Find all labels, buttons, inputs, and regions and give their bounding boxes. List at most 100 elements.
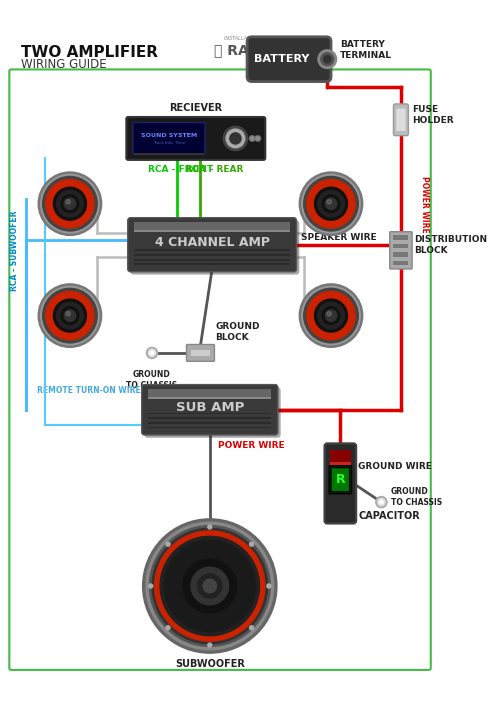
Circle shape [66,200,70,204]
Circle shape [41,286,99,344]
Text: GROUND
BLOCK: GROUND BLOCK [215,321,260,342]
Circle shape [57,191,83,217]
Circle shape [267,584,271,588]
Circle shape [150,351,154,355]
Circle shape [61,195,79,212]
Circle shape [230,133,241,144]
Bar [134,222,290,230]
Circle shape [327,311,331,316]
Circle shape [53,187,86,220]
Circle shape [208,525,212,529]
Circle shape [38,284,102,347]
Bar [148,396,271,399]
Circle shape [149,526,270,647]
Circle shape [322,195,340,212]
Text: BATTERY
TERMINAL: BATTERY TERMINAL [340,40,392,60]
Circle shape [208,643,212,647]
Circle shape [304,176,358,231]
Bar [148,389,271,396]
Circle shape [307,292,355,340]
Circle shape [226,129,245,148]
Circle shape [318,50,336,68]
Circle shape [315,299,347,332]
Bar [148,418,271,419]
Circle shape [322,307,340,325]
Bar [134,230,290,232]
Text: RCA - REAR: RCA - REAR [186,165,243,174]
FancyBboxPatch shape [130,221,299,275]
Text: INSTALLATION ACCESSORIES: INSTALLATION ACCESSORIES [224,36,294,41]
Bar [148,413,271,415]
Text: SUBWOOFER: SUBWOOFER [175,659,245,669]
Text: SPEAKER WIRE: SPEAKER WIRE [301,233,377,242]
Circle shape [149,584,153,588]
Circle shape [249,542,253,546]
FancyBboxPatch shape [142,385,278,435]
FancyBboxPatch shape [396,108,406,131]
Bar [148,427,271,428]
Circle shape [256,136,260,141]
Circle shape [318,191,344,217]
Circle shape [64,310,76,321]
Circle shape [155,531,265,641]
Circle shape [148,349,156,356]
FancyBboxPatch shape [390,232,412,269]
Circle shape [166,626,170,630]
Text: DISTRIBUTION
BLOCK: DISTRIBUTION BLOCK [414,235,487,254]
Text: WIRING GUIDE: WIRING GUIDE [21,58,106,71]
Circle shape [299,284,363,347]
Circle shape [46,180,94,228]
Circle shape [325,198,337,209]
Circle shape [302,174,360,233]
FancyBboxPatch shape [331,467,350,492]
Circle shape [166,542,170,546]
Circle shape [249,626,253,630]
Circle shape [160,536,259,636]
Circle shape [61,307,79,325]
Bar [134,153,204,155]
Text: GROUND WIRE: GROUND WIRE [358,462,432,471]
Bar [394,252,409,257]
Circle shape [42,176,97,231]
Text: RCA - SUBWOOFER: RCA - SUBWOOFER [10,210,19,290]
Circle shape [255,136,261,141]
Text: RECIEVER: RECIEVER [169,103,222,113]
FancyBboxPatch shape [126,117,265,160]
Circle shape [64,198,76,209]
Circle shape [321,53,334,65]
Circle shape [315,187,347,220]
Text: FUSE
HOLDER: FUSE HOLDER [412,105,454,125]
Text: GROUND
TO CHASSIS: GROUND TO CHASSIS [391,487,442,508]
Circle shape [302,286,360,344]
FancyBboxPatch shape [133,122,205,154]
Circle shape [57,302,83,329]
Bar [394,244,409,248]
Bar [134,254,290,256]
Text: R: R [335,473,345,486]
Circle shape [307,180,355,228]
Text: POWER WIRE: POWER WIRE [218,441,285,451]
Circle shape [38,172,102,236]
Circle shape [152,528,268,644]
Text: BATTERY: BATTERY [254,54,309,64]
Circle shape [66,311,70,316]
Circle shape [46,292,94,340]
Bar [394,261,409,265]
Circle shape [42,288,97,343]
Circle shape [324,56,331,63]
Circle shape [198,574,222,598]
Circle shape [249,136,255,141]
Bar [330,462,351,465]
Circle shape [53,299,86,332]
Text: ⬛ RAPTOR: ⬛ RAPTOR [214,44,291,58]
FancyBboxPatch shape [145,387,281,438]
Text: REMOTE TURN-ON WIRE: REMOTE TURN-ON WIRE [37,386,141,394]
Text: GROUND
TO CHASSIS: GROUND TO CHASSIS [126,370,177,389]
FancyBboxPatch shape [325,444,356,524]
Circle shape [376,496,387,508]
Bar [330,450,351,463]
Circle shape [377,498,385,506]
FancyBboxPatch shape [329,465,352,494]
Bar [134,259,290,261]
Circle shape [146,522,274,650]
